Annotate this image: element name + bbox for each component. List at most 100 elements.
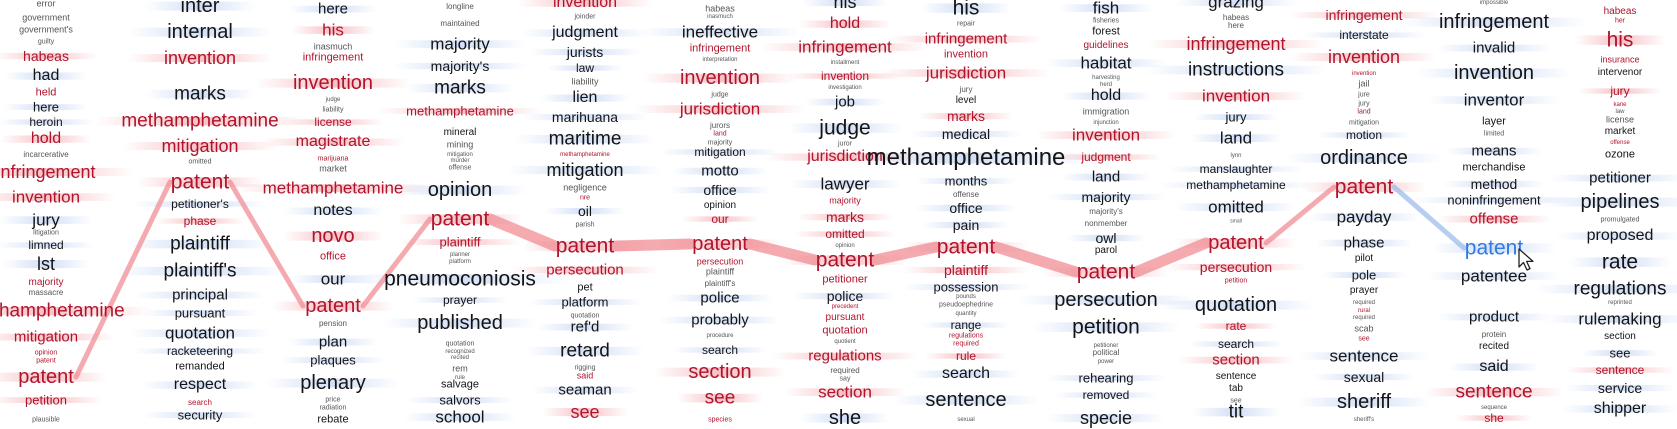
word-infringement[interactable]: infringement	[1186, 34, 1286, 54]
word-pole[interactable]: pole	[1351, 267, 1377, 283]
word-interstate[interactable]: interstate	[1339, 28, 1389, 42]
word-jury[interactable]: jury	[1358, 100, 1370, 108]
word-pursuant[interactable]: pursuant	[174, 305, 226, 321]
word-invalid[interactable]: invalid	[1472, 39, 1516, 57]
word-patentee[interactable]: patentee	[1460, 266, 1528, 286]
word-our[interactable]: our	[320, 269, 346, 289]
word-forest[interactable]: forest	[1092, 25, 1120, 38]
word-offense[interactable]: offense	[1610, 140, 1630, 146]
word-retard[interactable]: retard	[560, 340, 610, 362]
word-jury[interactable]: jury	[1225, 109, 1247, 125]
word-jail[interactable]: jail	[1358, 78, 1370, 89]
word-judge[interactable]: judge	[711, 91, 729, 99]
word-job[interactable]: job	[834, 93, 856, 111]
word-pseudoephedrine[interactable]: pseudoephedrine	[938, 301, 994, 309]
word-inasmuch[interactable]: inasmuch	[707, 14, 733, 20]
word-quotation[interactable]: quotation	[445, 340, 475, 348]
word-tab[interactable]: tab	[1229, 383, 1243, 394]
word-owl[interactable]: owl	[1095, 230, 1117, 246]
word-principal[interactable]: principal	[172, 286, 228, 304]
word-longline[interactable]: longline	[446, 2, 474, 11]
word-petitioner[interactable]: petitioner	[822, 273, 868, 286]
word-invention[interactable]: invention	[820, 69, 870, 83]
word-plausible[interactable]: plausible	[32, 416, 60, 424]
word-hold[interactable]: hold	[1090, 87, 1122, 104]
word-mitigation[interactable]: mitigation	[13, 328, 79, 346]
word-quotation[interactable]: quotation	[570, 312, 600, 320]
word-jury[interactable]: jury	[32, 210, 60, 230]
word-pursuant[interactable]: pursuant	[825, 312, 865, 323]
word-patent[interactable]: patent	[18, 366, 74, 388]
word-section[interactable]: section	[1604, 331, 1636, 342]
word-platform[interactable]: platform	[449, 259, 471, 265]
word-inventor[interactable]: inventor	[1463, 90, 1525, 110]
word-planner[interactable]: planner	[449, 252, 471, 258]
word-mitigation[interactable]: mitigation	[694, 145, 746, 159]
word-methamphetamine[interactable]: methamphetamine	[406, 103, 514, 119]
word-mitigation[interactable]: mitigation	[1349, 119, 1379, 127]
word-market[interactable]: market	[1604, 126, 1636, 137]
word-internal[interactable]: internal	[167, 21, 233, 43]
word-methamphetamine[interactable]: methamphetamine	[121, 110, 279, 132]
word-heroin[interactable]: heroin	[29, 115, 63, 129]
word-lien[interactable]: lien	[572, 89, 598, 106]
word-majority[interactable]: majority	[829, 195, 861, 206]
word-scab[interactable]: scab	[1354, 323, 1374, 334]
word-see[interactable]: see	[1230, 397, 1242, 405]
word-school[interactable]: school	[435, 407, 485, 427]
word-fish[interactable]: fish	[1092, 0, 1120, 18]
word-proposed[interactable]: proposed	[1586, 227, 1654, 244]
word-quotation[interactable]: quotation	[822, 324, 868, 337]
word-see[interactable]: see	[704, 387, 736, 409]
word-removed[interactable]: removed	[1082, 388, 1130, 402]
word-service[interactable]: service	[1597, 380, 1643, 396]
word-recited[interactable]: recited	[450, 355, 470, 361]
word-nonmember[interactable]: nonmember	[1084, 219, 1128, 228]
word-maintained[interactable]: maintained	[440, 19, 480, 28]
word-marijuana[interactable]: marijuana	[317, 155, 349, 163]
word-jurors[interactable]: jurors	[709, 121, 731, 130]
word-judgment[interactable]: judgment	[552, 24, 618, 41]
word-merchandise[interactable]: merchandise	[1462, 161, 1526, 174]
word-license[interactable]: license	[1605, 114, 1635, 125]
word-security[interactable]: security	[177, 407, 223, 423]
word-mineral[interactable]: mineral	[443, 127, 477, 138]
word-juror[interactable]: juror	[837, 140, 853, 148]
word-shipper[interactable]: shipper	[1593, 400, 1647, 417]
word-methamphetamine[interactable]: methamphetamine	[560, 152, 610, 158]
word-plaques[interactable]: plaques	[310, 352, 356, 368]
word-rehearing[interactable]: rehearing	[1078, 370, 1134, 386]
word-omitted[interactable]: omitted	[188, 158, 212, 166]
word-opinion[interactable]: opinion	[34, 349, 58, 357]
word-error[interactable]: error	[36, 0, 56, 9]
word-patent[interactable]: patent	[170, 170, 230, 194]
word-procedure[interactable]: procedure	[706, 333, 734, 339]
word-search[interactable]: search	[187, 398, 213, 407]
word-reprinted[interactable]: reprinted	[1608, 300, 1632, 306]
word-jurisdiction[interactable]: jurisdiction	[925, 63, 1007, 83]
word-rigging[interactable]: rigging	[574, 364, 596, 372]
word-sentence[interactable]: sentence	[1595, 363, 1645, 377]
word-pounds[interactable]: pounds	[956, 294, 976, 300]
word-species[interactable]: species	[708, 416, 732, 424]
word-invention[interactable]: invention	[292, 72, 374, 94]
word-office[interactable]: office	[703, 182, 737, 198]
word-plenary[interactable]: plenary	[300, 372, 366, 394]
word-protein[interactable]: protein	[1481, 330, 1507, 339]
word-novo[interactable]: novo	[311, 225, 355, 247]
word-plaintiff-s[interactable]: plaintiff's	[704, 279, 736, 288]
word-regulations[interactable]: regulations	[808, 347, 882, 365]
word-patent[interactable]: patent	[815, 248, 875, 272]
word-infringement[interactable]: infringement	[0, 162, 96, 182]
word-notes[interactable]: notes	[313, 202, 353, 219]
word-her[interactable]: her	[1614, 17, 1626, 25]
word-manslaughter[interactable]: manslaughter	[1199, 162, 1273, 176]
word-precedent[interactable]: precedent	[831, 304, 859, 310]
word-level[interactable]: level	[955, 95, 977, 106]
word-law[interactable]: law	[575, 61, 595, 75]
word-hold[interactable]: hold	[30, 130, 62, 147]
word-government-s[interactable]: government's	[19, 24, 73, 35]
word-means[interactable]: means	[1471, 142, 1517, 160]
word-platform[interactable]: platform	[561, 294, 609, 310]
word-litigation[interactable]: litigation	[33, 229, 59, 237]
